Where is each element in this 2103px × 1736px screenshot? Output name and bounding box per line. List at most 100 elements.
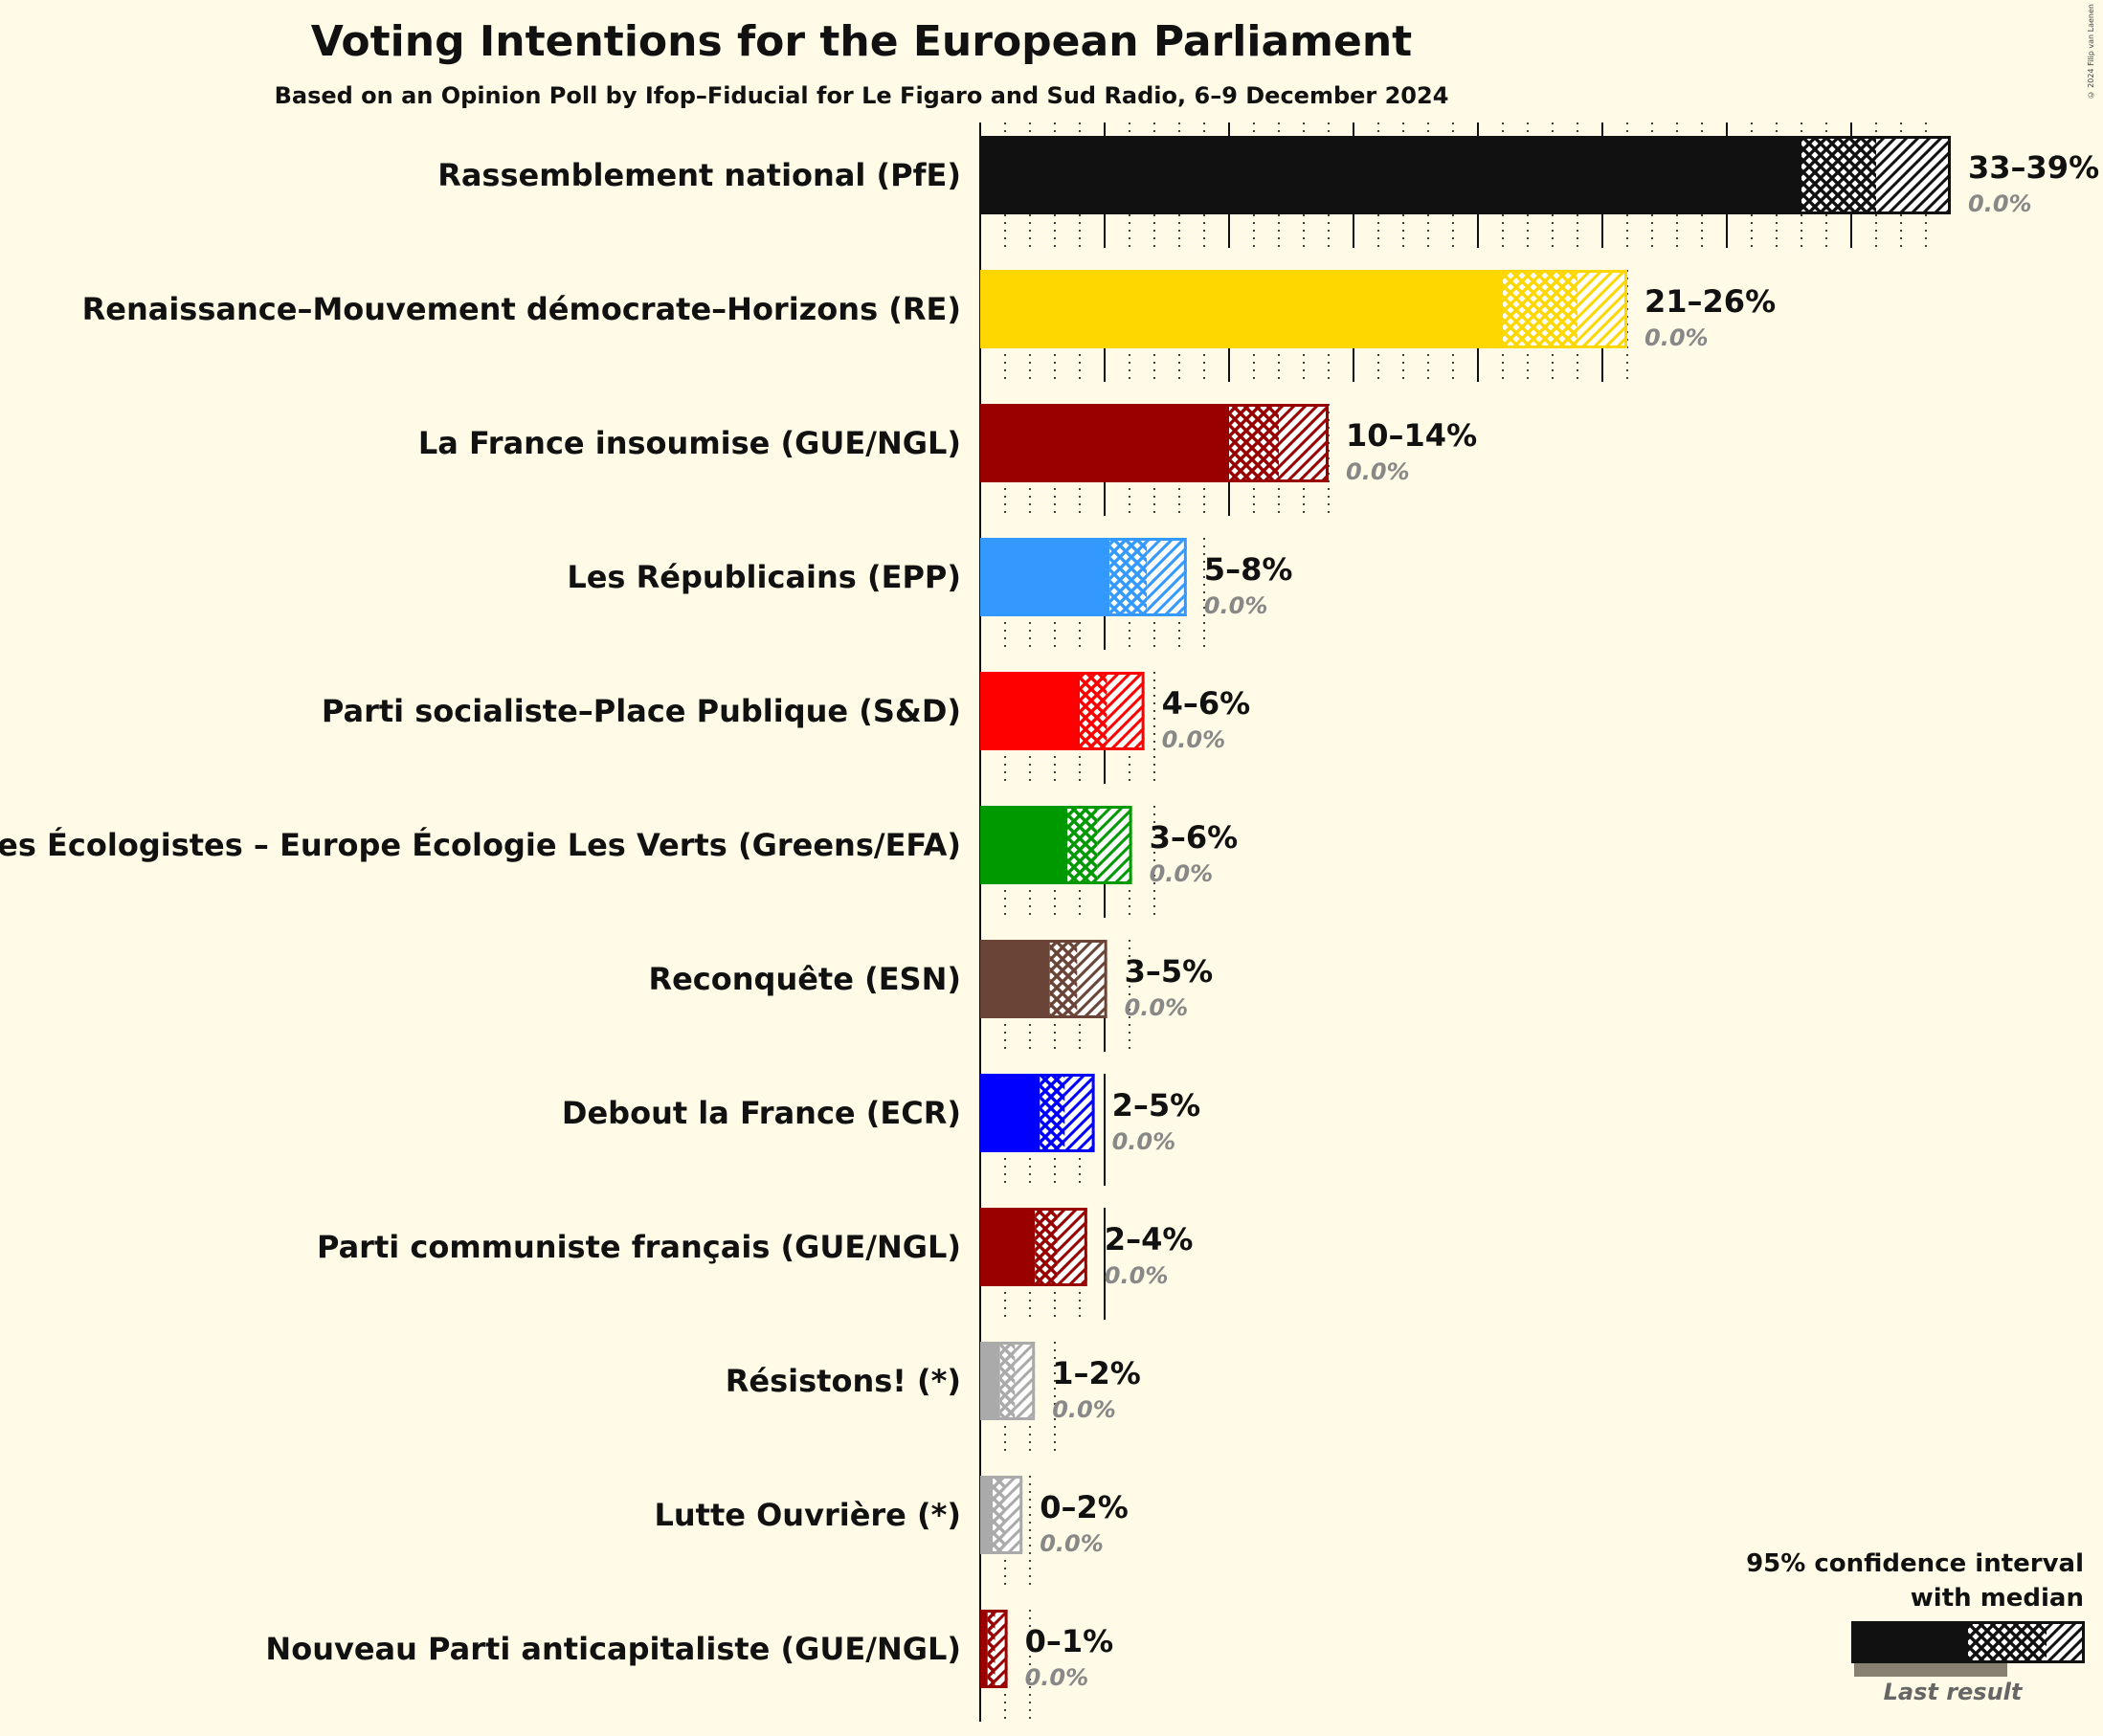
bar-ci-upper bbox=[1015, 1342, 1036, 1420]
bar-outline bbox=[980, 672, 1145, 750]
party-label: Nouveau Parti anticapitaliste (GUE/NGL) bbox=[265, 1631, 961, 1667]
bar-ci-upper bbox=[995, 1610, 1008, 1688]
bar-ci-lower bbox=[1035, 1208, 1058, 1286]
bar-ci-upper bbox=[1147, 538, 1187, 616]
bar-ci-upper bbox=[1107, 672, 1145, 750]
bar-solid bbox=[980, 806, 1067, 884]
range-label: 21–26% bbox=[1644, 283, 1776, 320]
bar-ci-lower bbox=[1080, 672, 1107, 750]
bar-solid bbox=[980, 136, 1801, 214]
range-label: 3–6% bbox=[1150, 819, 1239, 856]
bar-ci-upper bbox=[1876, 136, 1951, 214]
party-label: Reconquête (ESN) bbox=[648, 961, 961, 997]
bar-outline bbox=[980, 404, 1329, 482]
chart-subtitle: Based on an Opinion Poll by Ifop–Fiducia… bbox=[274, 82, 1449, 109]
party-label: Lutte Ouvrière (*) bbox=[654, 1497, 961, 1533]
bar-solid bbox=[980, 1074, 1040, 1152]
legend-title-line2: with median bbox=[1910, 1584, 2084, 1613]
bar-outline bbox=[980, 538, 1187, 616]
range-label: 4–6% bbox=[1162, 685, 1251, 722]
bar-outline bbox=[980, 1610, 1008, 1688]
bar-ci-lower bbox=[1109, 538, 1148, 616]
party-label: Résistons! (*) bbox=[726, 1363, 961, 1399]
bar-outline bbox=[980, 806, 1132, 884]
last-result-label: 0.0% bbox=[1150, 860, 1214, 887]
last-result-label: 0.0% bbox=[1040, 1530, 1104, 1557]
bar-outline bbox=[980, 136, 1951, 214]
bar-ci-upper bbox=[1005, 1476, 1023, 1554]
party-label: Les Écologistes – Europe Écologie Les Ve… bbox=[0, 827, 961, 863]
range-label: 5–8% bbox=[1204, 551, 1293, 588]
bar-ci-upper bbox=[1077, 940, 1107, 1018]
bar-ci-upper bbox=[1577, 270, 1627, 348]
legend-swatch bbox=[1851, 1621, 2085, 1677]
legend-last-result-bar bbox=[1854, 1663, 2007, 1677]
bar-ci-lower bbox=[1049, 940, 1078, 1018]
bar-outline bbox=[980, 270, 1627, 348]
party-label: Renaissance–Mouvement démocrate–Horizons… bbox=[82, 291, 961, 327]
range-label: 33–39% bbox=[1968, 149, 2099, 186]
range-label: 0–2% bbox=[1040, 1489, 1129, 1525]
range-label: 10–14% bbox=[1346, 417, 1477, 454]
labels: Rassemblement national (PfE) 33–39% 0.0% Re… bbox=[0, 149, 2099, 1691]
last-result-label: 0.0% bbox=[1025, 1664, 1089, 1691]
bar-ci-lower bbox=[1067, 806, 1098, 884]
legend-title-line1: 95% confidence interval bbox=[1746, 1549, 2084, 1578]
bar-ci-lower bbox=[987, 1610, 996, 1688]
last-result-label: 0.0% bbox=[1112, 1128, 1176, 1155]
bar-outline bbox=[980, 1208, 1087, 1286]
party-label: La France insoumise (GUE/NGL) bbox=[418, 425, 961, 461]
last-result-label: 0.0% bbox=[1125, 994, 1189, 1021]
last-result-label: 0.0% bbox=[1105, 1262, 1169, 1289]
bars bbox=[980, 136, 1951, 1688]
bar-outline bbox=[980, 1074, 1095, 1152]
bar-ci-lower bbox=[1801, 136, 1876, 214]
bar-solid bbox=[980, 404, 1229, 482]
legend-title: 95% confidence interval with median bbox=[1701, 1547, 2084, 1615]
party-label: Parti socialiste–Place Publique (S&D) bbox=[322, 693, 961, 729]
bar-solid bbox=[980, 672, 1080, 750]
bar-ci-lower bbox=[1503, 270, 1577, 348]
last-result-label: 0.0% bbox=[1204, 592, 1268, 619]
bar-ci-lower bbox=[1229, 404, 1279, 482]
bar-solid bbox=[980, 940, 1050, 1018]
legend-ci-lower bbox=[1968, 1621, 2047, 1663]
bar-solid bbox=[980, 270, 1503, 348]
bar-outline bbox=[980, 1476, 1023, 1554]
party-label: Parti communiste français (GUE/NGL) bbox=[317, 1229, 961, 1265]
range-label: 2–5% bbox=[1112, 1087, 1201, 1124]
range-label: 1–2% bbox=[1052, 1355, 1141, 1391]
bar-outline bbox=[980, 940, 1107, 1018]
legend-solid bbox=[1851, 1621, 1968, 1663]
range-label: 3–5% bbox=[1125, 953, 1214, 990]
last-result-label: 0.0% bbox=[1644, 324, 1709, 351]
last-result-label: 0.0% bbox=[1162, 726, 1226, 753]
range-label: 2–4% bbox=[1105, 1221, 1194, 1257]
party-label: Debout la France (ECR) bbox=[562, 1095, 961, 1131]
bar-solid bbox=[980, 1476, 993, 1554]
bar-ci-upper bbox=[1097, 806, 1132, 884]
bar-solid bbox=[980, 538, 1110, 616]
legend-outline bbox=[1851, 1621, 2085, 1663]
chart-title: Voting Intentions for the European Parli… bbox=[310, 17, 1413, 66]
bar-ci-lower bbox=[1040, 1074, 1065, 1152]
bar-ci-lower bbox=[999, 1342, 1016, 1420]
party-label: Rassemblement national (PfE) bbox=[437, 157, 961, 193]
bar-solid bbox=[980, 1342, 1000, 1420]
legend-ci-upper bbox=[2047, 1621, 2085, 1663]
bar-ci-lower bbox=[993, 1476, 1005, 1554]
bar-outline bbox=[980, 1342, 1036, 1420]
legend-last-result-label: Last result bbox=[1883, 1679, 2023, 1705]
grid-lines bbox=[979, 122, 1927, 1722]
last-result-label: 0.0% bbox=[1346, 458, 1410, 485]
party-label: Les Républicains (EPP) bbox=[567, 559, 961, 595]
bar-solid bbox=[980, 1610, 988, 1688]
bar-solid bbox=[980, 1208, 1036, 1286]
bar-ci-upper bbox=[1064, 1074, 1095, 1152]
last-result-label: 0.0% bbox=[1052, 1396, 1116, 1423]
bar-ci-upper bbox=[1279, 404, 1329, 482]
bar-ci-upper bbox=[1057, 1208, 1087, 1286]
last-result-label: 0.0% bbox=[1968, 190, 2032, 217]
range-label: 0–1% bbox=[1025, 1623, 1114, 1659]
